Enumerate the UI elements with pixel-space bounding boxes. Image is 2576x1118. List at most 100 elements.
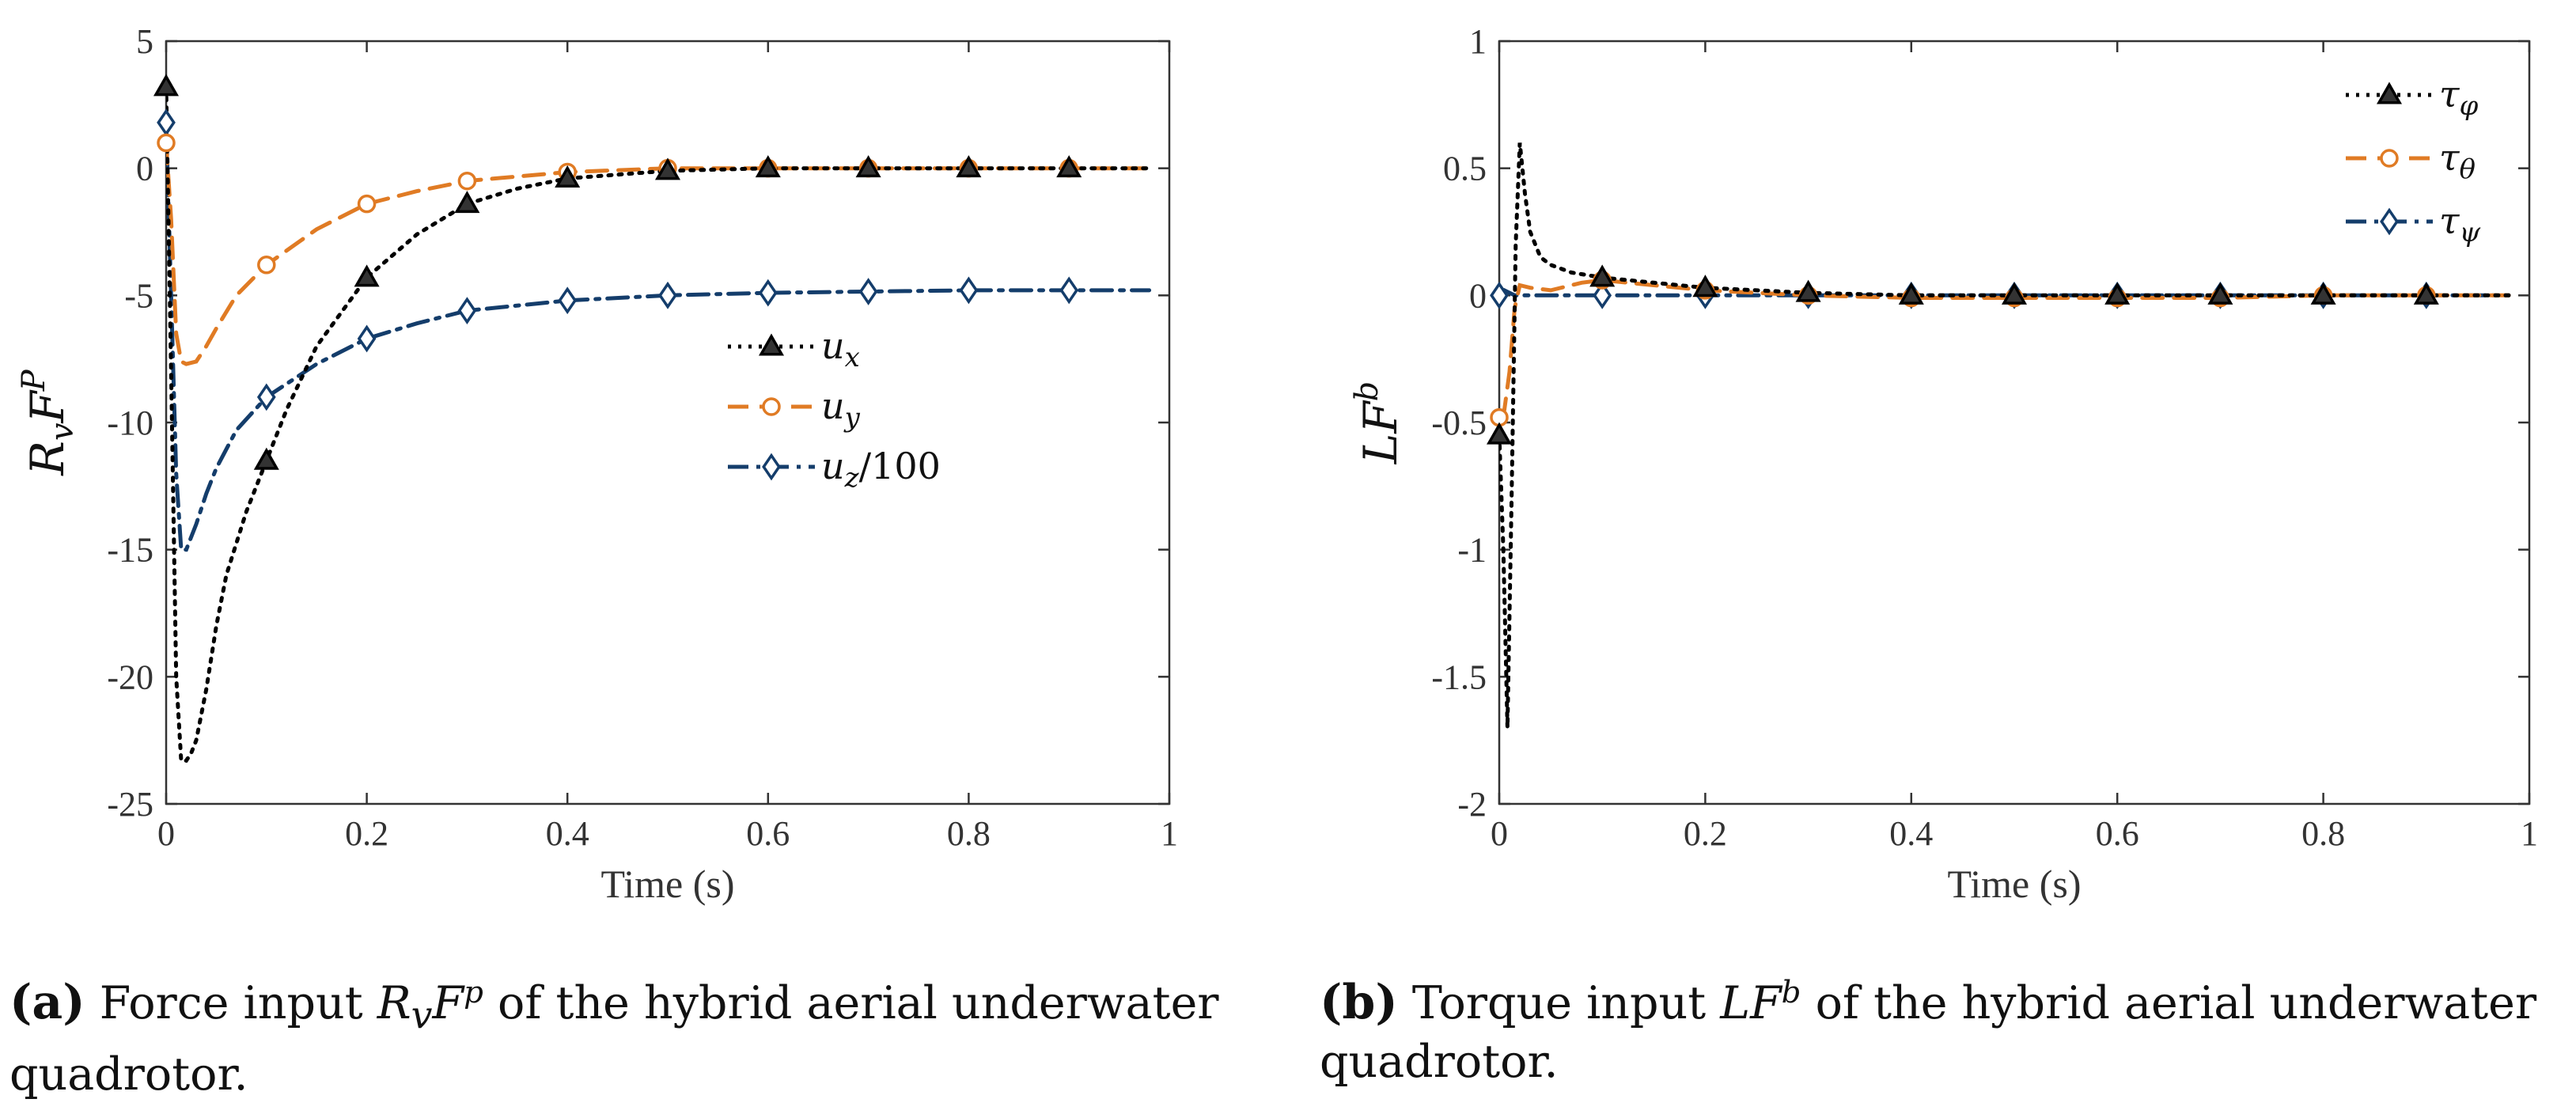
series-line [166,141,1152,366]
series-markers [1486,264,2439,445]
y-tick-label: -2 [1457,785,1487,824]
legend-label-base: τ [2439,73,2460,116]
x-tick-label: 0.8 [2301,814,2345,853]
data-point-triangle [354,264,380,287]
panel-a-chart: 0 0.2 0.4 0.6 0.8 1 5 0 -5 -10 -15 -20 -25 Time (s) Rv… [16,22,1178,906]
panel-b-chart: 0 0.2 0.4 0.6 0.8 1 1 0.5 0 -0.5 -1 -1.5 -2 Time (s) L… [1349,22,2538,906]
data-point-triangle [1692,275,1718,298]
x-tick-label: 0.2 [345,814,388,853]
x-axis-label: Time (s) [1947,862,2081,906]
x-tick-label: 0.2 [1684,814,1727,853]
series-diamond [166,120,1152,552]
caption-b-before: Torque input [1411,977,1707,1029]
caption-b-math: LF [1720,977,1782,1029]
legend-marker-circle [762,397,781,416]
legend-label: ux [821,324,860,373]
legend-label-sub: z [844,462,860,494]
legend-label-base: u [821,324,845,367]
data-point-diamond [1593,281,1612,309]
legend-label-base: u [821,385,845,427]
data-point-diamond [558,286,578,315]
data-point-diamond [1059,276,1079,305]
data-point-triangle [2207,282,2233,305]
x-axis-label: Time (s) [600,862,734,906]
caption-a-math-sub: v [411,994,433,1038]
legend-label-sub: φ [2459,90,2478,122]
data-point-circle [357,194,377,214]
y-tick-label: 5 [136,22,153,61]
data-point-diamond [1490,281,1509,309]
series-triangle [166,85,1152,763]
legend-label-sub: θ [2459,153,2475,185]
data-point-diamond [858,278,878,305]
data-point-diamond [959,276,979,305]
data-point-circle [457,171,477,191]
series-markers [153,74,1082,470]
y-tick-label: -5 [124,276,153,315]
y-axis-label-sup: b [1349,381,1385,402]
data-point-circle [157,133,176,153]
data-point-triangle [2310,282,2336,305]
x-tick-label: 0.4 [546,814,589,853]
legend-label-base: τ [2439,136,2460,179]
legend-label-base: τ [2439,199,2460,242]
data-point-triangle [1056,155,1082,178]
data-point-diamond [256,383,276,411]
caption-a-label: (a) [9,975,85,1030]
data-point-triangle [956,155,982,178]
data-point-triangle [1898,282,1924,305]
x-tick-label: 0.6 [2096,814,2139,853]
legend-marker-triangle [758,333,785,356]
series-circle [166,141,1152,366]
legend-marker-triangle [2376,81,2403,104]
data-point-triangle [1486,422,1513,445]
data-point-triangle [1795,279,1821,302]
legend-a: ux uy uz/100 [728,324,941,494]
caption-a-math: R [377,977,411,1029]
data-point-triangle [555,165,581,188]
data-point-diamond [457,297,477,325]
x-tick-label: 0.8 [947,814,991,853]
legend-label: uy [821,385,861,434]
legend-label: τφ [2439,73,2478,122]
data-point-triangle [2413,282,2439,305]
y-tick-label: 0.5 [1443,150,1487,188]
legend-marker-circle [2380,149,2399,168]
y-axis-label-part: R [21,441,74,476]
legend-label-sub: x [845,342,860,373]
legend-label-sub: ψ [2459,217,2480,248]
caption-a-line2: quadrotor. [9,1048,248,1101]
y-tick-label: -1.5 [1431,658,1487,696]
y-tick-label: 0 [1469,276,1487,315]
y-tick-label: -20 [107,658,153,696]
data-point-triangle [855,155,881,178]
x-tick-label: 0 [157,814,175,853]
data-point-triangle [1589,264,1616,287]
data-point-diamond [658,281,677,309]
y-axis-label: RvFP [16,369,81,476]
legend-marker-diamond [762,453,781,481]
data-point-triangle [454,191,480,214]
series-markers [157,133,1078,275]
series-markers [157,108,1079,411]
data-point-diamond [758,279,778,307]
data-point-triangle [153,74,180,97]
plot-frame-a [165,40,1171,805]
legend-label: uz/100 [821,445,941,494]
x-tick-label: 0.4 [1889,814,1933,853]
caption-b-label: (b) [1320,975,1398,1030]
data-point-triangle [253,447,279,470]
y-axis-label: LFb [1349,381,1407,464]
series-triangle [1499,142,2511,728]
caption-a-before: Force input [99,977,363,1029]
y-axis-label-part: LF [1354,400,1407,465]
data-point-triangle [654,157,681,180]
data-point-triangle [755,155,781,178]
x-tick-label: 0 [1491,814,1508,853]
y-tick-label: 1 [1469,22,1487,61]
y-tick-label: 0 [136,150,153,188]
x-tick-label: 1 [2521,814,2538,853]
caption-a: (a) Force input RvFp of the hybrid aeria… [9,964,1291,1104]
